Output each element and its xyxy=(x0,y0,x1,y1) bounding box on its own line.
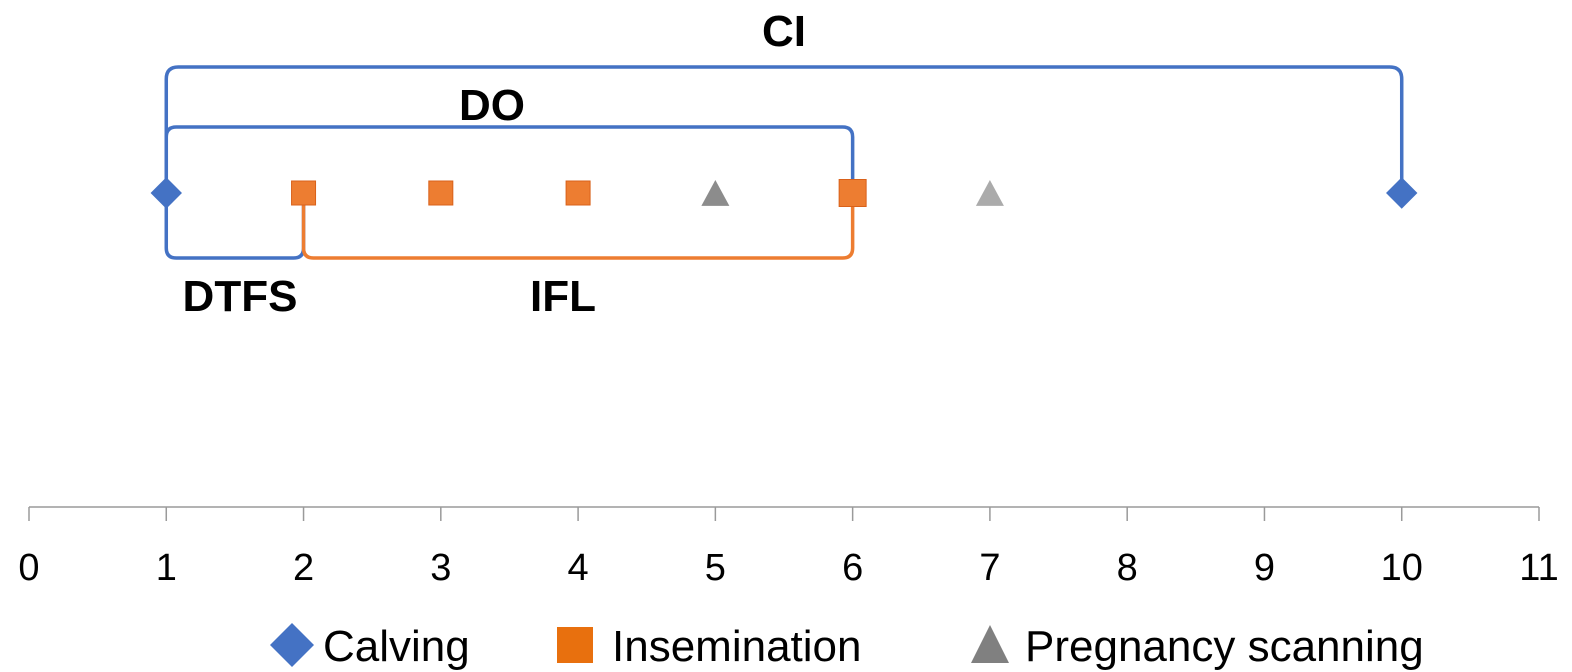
x-axis: 0 1 2 3 4 5 6 7 8 9 10 11 xyxy=(18,506,1559,589)
legend-label-insemination: Insemination xyxy=(612,622,861,671)
interval-brackets: CI DO DTFS IFL xyxy=(164,7,1404,321)
legend: Calving Insemination Pregnancy scanning xyxy=(270,622,1424,671)
bracket-do xyxy=(164,125,855,187)
x-tick-label-11: 11 xyxy=(1519,547,1558,589)
marker-pregnancy-scanning-5 xyxy=(701,180,730,206)
x-tick-label-0: 0 xyxy=(18,547,39,589)
legend-marker-pregnancy-scanning xyxy=(971,625,1009,663)
x-tick-label-3: 3 xyxy=(430,547,451,589)
bracket-dtfs xyxy=(164,198,306,260)
bracket-label-ci: CI xyxy=(762,7,806,56)
x-tick-label-2: 2 xyxy=(293,547,314,589)
legend-label-pregnancy-scanning: Pregnancy scanning xyxy=(1025,622,1424,671)
legend-marker-insemination xyxy=(557,627,593,663)
x-tick-label-1: 1 xyxy=(156,547,177,589)
marker-insemination-4 xyxy=(565,180,591,206)
bracket-label-dtfs: DTFS xyxy=(183,272,298,321)
bracket-ci xyxy=(164,65,1404,187)
x-tick-label-10: 10 xyxy=(1381,547,1423,589)
marker-pregnancy-scanning-7 xyxy=(975,180,1004,206)
x-tick-label-6: 6 xyxy=(842,547,863,589)
x-tick-label-4: 4 xyxy=(568,547,589,589)
legend-marker-calving xyxy=(270,623,314,667)
event-markers xyxy=(150,177,1418,209)
marker-calving-10 xyxy=(1386,177,1418,209)
legend-label-calving: Calving xyxy=(323,622,470,671)
marker-insemination-6 xyxy=(838,179,867,207)
marker-insemination-2 xyxy=(291,180,317,206)
marker-calving-1 xyxy=(150,177,182,209)
x-tick-label-9: 9 xyxy=(1254,547,1275,589)
marker-insemination-3 xyxy=(428,180,454,206)
x-tick-label-8: 8 xyxy=(1117,547,1138,589)
x-tick-label-7: 7 xyxy=(979,547,1000,589)
bracket-label-do: DO xyxy=(459,81,525,130)
bracket-label-ifl: IFL xyxy=(530,272,596,321)
x-tick-label-5: 5 xyxy=(705,547,726,589)
bracket-ifl xyxy=(301,198,855,260)
